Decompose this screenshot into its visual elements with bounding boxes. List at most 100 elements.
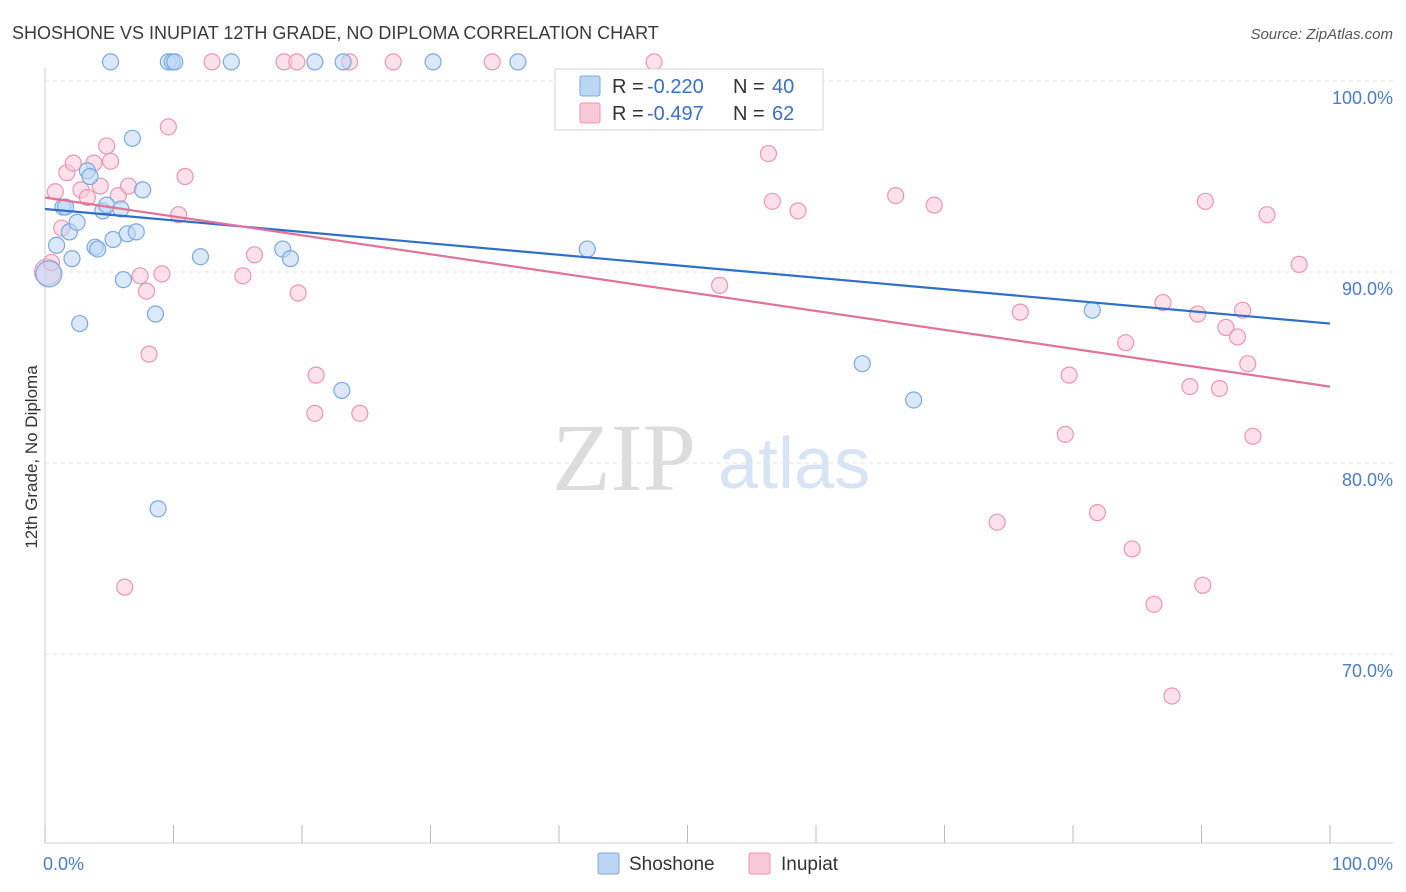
shoshone-point-26 [191, 248, 210, 266]
bottom-legend-inupiat-swatch [748, 852, 771, 875]
inupiat-point-7 [78, 188, 97, 207]
shoshone-point-36 [101, 53, 120, 71]
grid-lines [45, 80, 1393, 655]
shoshone-point-9 [81, 167, 99, 186]
shoshone-n-value: 40 [772, 76, 794, 98]
inupiat-n-label: N = [733, 103, 765, 125]
shoshone-point-37 [853, 355, 871, 373]
inupiat-point-37 [763, 192, 781, 210]
shoshone-point-39 [1083, 301, 1101, 319]
inupiat-point-24 [245, 246, 264, 264]
inupiat-point-47 [1123, 540, 1141, 558]
inupiat-point-35 [711, 276, 729, 294]
shoshone-point-34 [509, 53, 527, 71]
inupiat-point-41 [988, 513, 1006, 531]
inupiat-point-48 [1145, 595, 1163, 613]
inupiat-point-57 [1234, 301, 1252, 319]
inupiat-point-36 [759, 144, 778, 163]
shoshone-point-25 [166, 53, 184, 71]
y-tick-label-1: 90.0% [1342, 279, 1393, 299]
inupiat-point-26 [288, 53, 306, 71]
y-tick-label-2: 80.0% [1342, 470, 1393, 490]
shoshone-point-21 [146, 305, 165, 323]
watermark-atlas: atlas [718, 424, 870, 504]
inupiat-point-43 [1056, 425, 1074, 443]
inupiat-point-49 [1154, 293, 1172, 312]
inupiat-point-50 [1181, 378, 1199, 396]
bottom-legend-inupiat: Inupiat [781, 854, 839, 875]
shoshone-point-6 [68, 213, 86, 231]
shoshone-point-5 [63, 250, 81, 268]
chart-source: Source: ZipAtlas.com [1250, 26, 1393, 43]
shoshone-point-35 [578, 240, 596, 258]
inupiat-point-62 [1163, 687, 1181, 705]
bottom-legend-shoshone: Shoshone [629, 854, 715, 875]
inupiat-point-45 [1088, 504, 1107, 522]
shoshone-point-19 [127, 223, 145, 241]
shoshone-n-label: N = [733, 76, 765, 98]
inupiat-point-15 [131, 267, 149, 285]
chart-title: SHOSHONE VS INUPIAT 12TH GRADE, NO DIPLO… [12, 23, 659, 43]
inupiat-point-51 [1189, 305, 1207, 323]
inupiat-point-39 [887, 187, 905, 205]
inupiat-point-40 [925, 196, 943, 214]
inupiat-point-52 [1194, 576, 1212, 594]
inupiat-point-21 [176, 167, 194, 186]
inupiat-point-22 [203, 53, 221, 71]
inupiat-point-19 [159, 118, 177, 136]
inupiat-point-42 [1011, 303, 1029, 321]
shoshone-r-label: R = [612, 76, 644, 98]
inupiat-point-29 [306, 404, 324, 422]
inupiat-point-58 [1239, 355, 1257, 373]
inupiat-point-18 [153, 265, 171, 283]
inupiat-point-61 [1290, 255, 1308, 273]
inupiat-point-32 [384, 53, 402, 71]
inupiat-point-38 [789, 202, 807, 220]
inupiat-n-value: 62 [772, 103, 794, 125]
shoshone-point-29 [281, 250, 300, 268]
stats-legend: R = -0.220 N = 40 R = -0.497 N = 62 [554, 68, 824, 131]
watermark-zip: ZIP [552, 404, 696, 511]
shoshone-point-22 [149, 500, 167, 518]
shoshone-point-11 [89, 240, 107, 258]
inupiat-point-11 [101, 152, 120, 170]
shoshone-point-38 [905, 391, 923, 409]
inupiat-point-23 [234, 267, 252, 285]
shoshone-point-18 [123, 129, 141, 147]
inupiat-point-54 [1210, 379, 1229, 398]
bottom-legend-shoshone-swatch [597, 852, 620, 875]
inupiat-trend-line [44, 196, 1331, 388]
data-points [33, 53, 1308, 705]
x-tick-label-0: 0.0% [43, 854, 84, 874]
inupiat-point-14 [119, 177, 138, 195]
inupiat-swatch [579, 102, 601, 124]
inupiat-point-27 [289, 284, 307, 302]
inupiat-point-60 [1258, 206, 1276, 224]
inupiat-r-label: R = [612, 103, 644, 125]
inupiat-point-13 [116, 578, 134, 596]
shoshone-point-32 [334, 53, 352, 71]
axes [44, 68, 1393, 844]
inupiat-point-46 [1117, 334, 1135, 352]
inupiat-point-33 [483, 53, 501, 71]
y-tick-labels: 100.0% 90.0% 80.0% 70.0% [1332, 88, 1393, 681]
inupiat-point-31 [351, 404, 369, 422]
shoshone-point-20 [134, 181, 152, 199]
inupiat-point-59 [1244, 427, 1262, 445]
inupiat-point-55 [1217, 318, 1235, 336]
inupiat-point-28 [307, 366, 325, 384]
x-tick-labels: 0.0% 100.0% [43, 854, 1393, 874]
y-axis-label: 12th Grade, No Diploma [22, 365, 41, 549]
shoshone-r-value: -0.220 [647, 76, 704, 98]
inupiat-point-53 [1196, 192, 1214, 210]
watermark: ZIP atlas [552, 404, 870, 511]
shoshone-point-27 [222, 53, 240, 71]
bottom-legend: Shoshone Inupiat [597, 852, 839, 875]
inupiat-point-17 [140, 345, 158, 363]
shoshone-point-1 [47, 236, 66, 254]
shoshone-swatch [579, 75, 601, 97]
shoshone-point-16 [114, 271, 132, 289]
inupiat-point-16 [137, 282, 156, 300]
shoshone-point-31 [333, 381, 351, 400]
